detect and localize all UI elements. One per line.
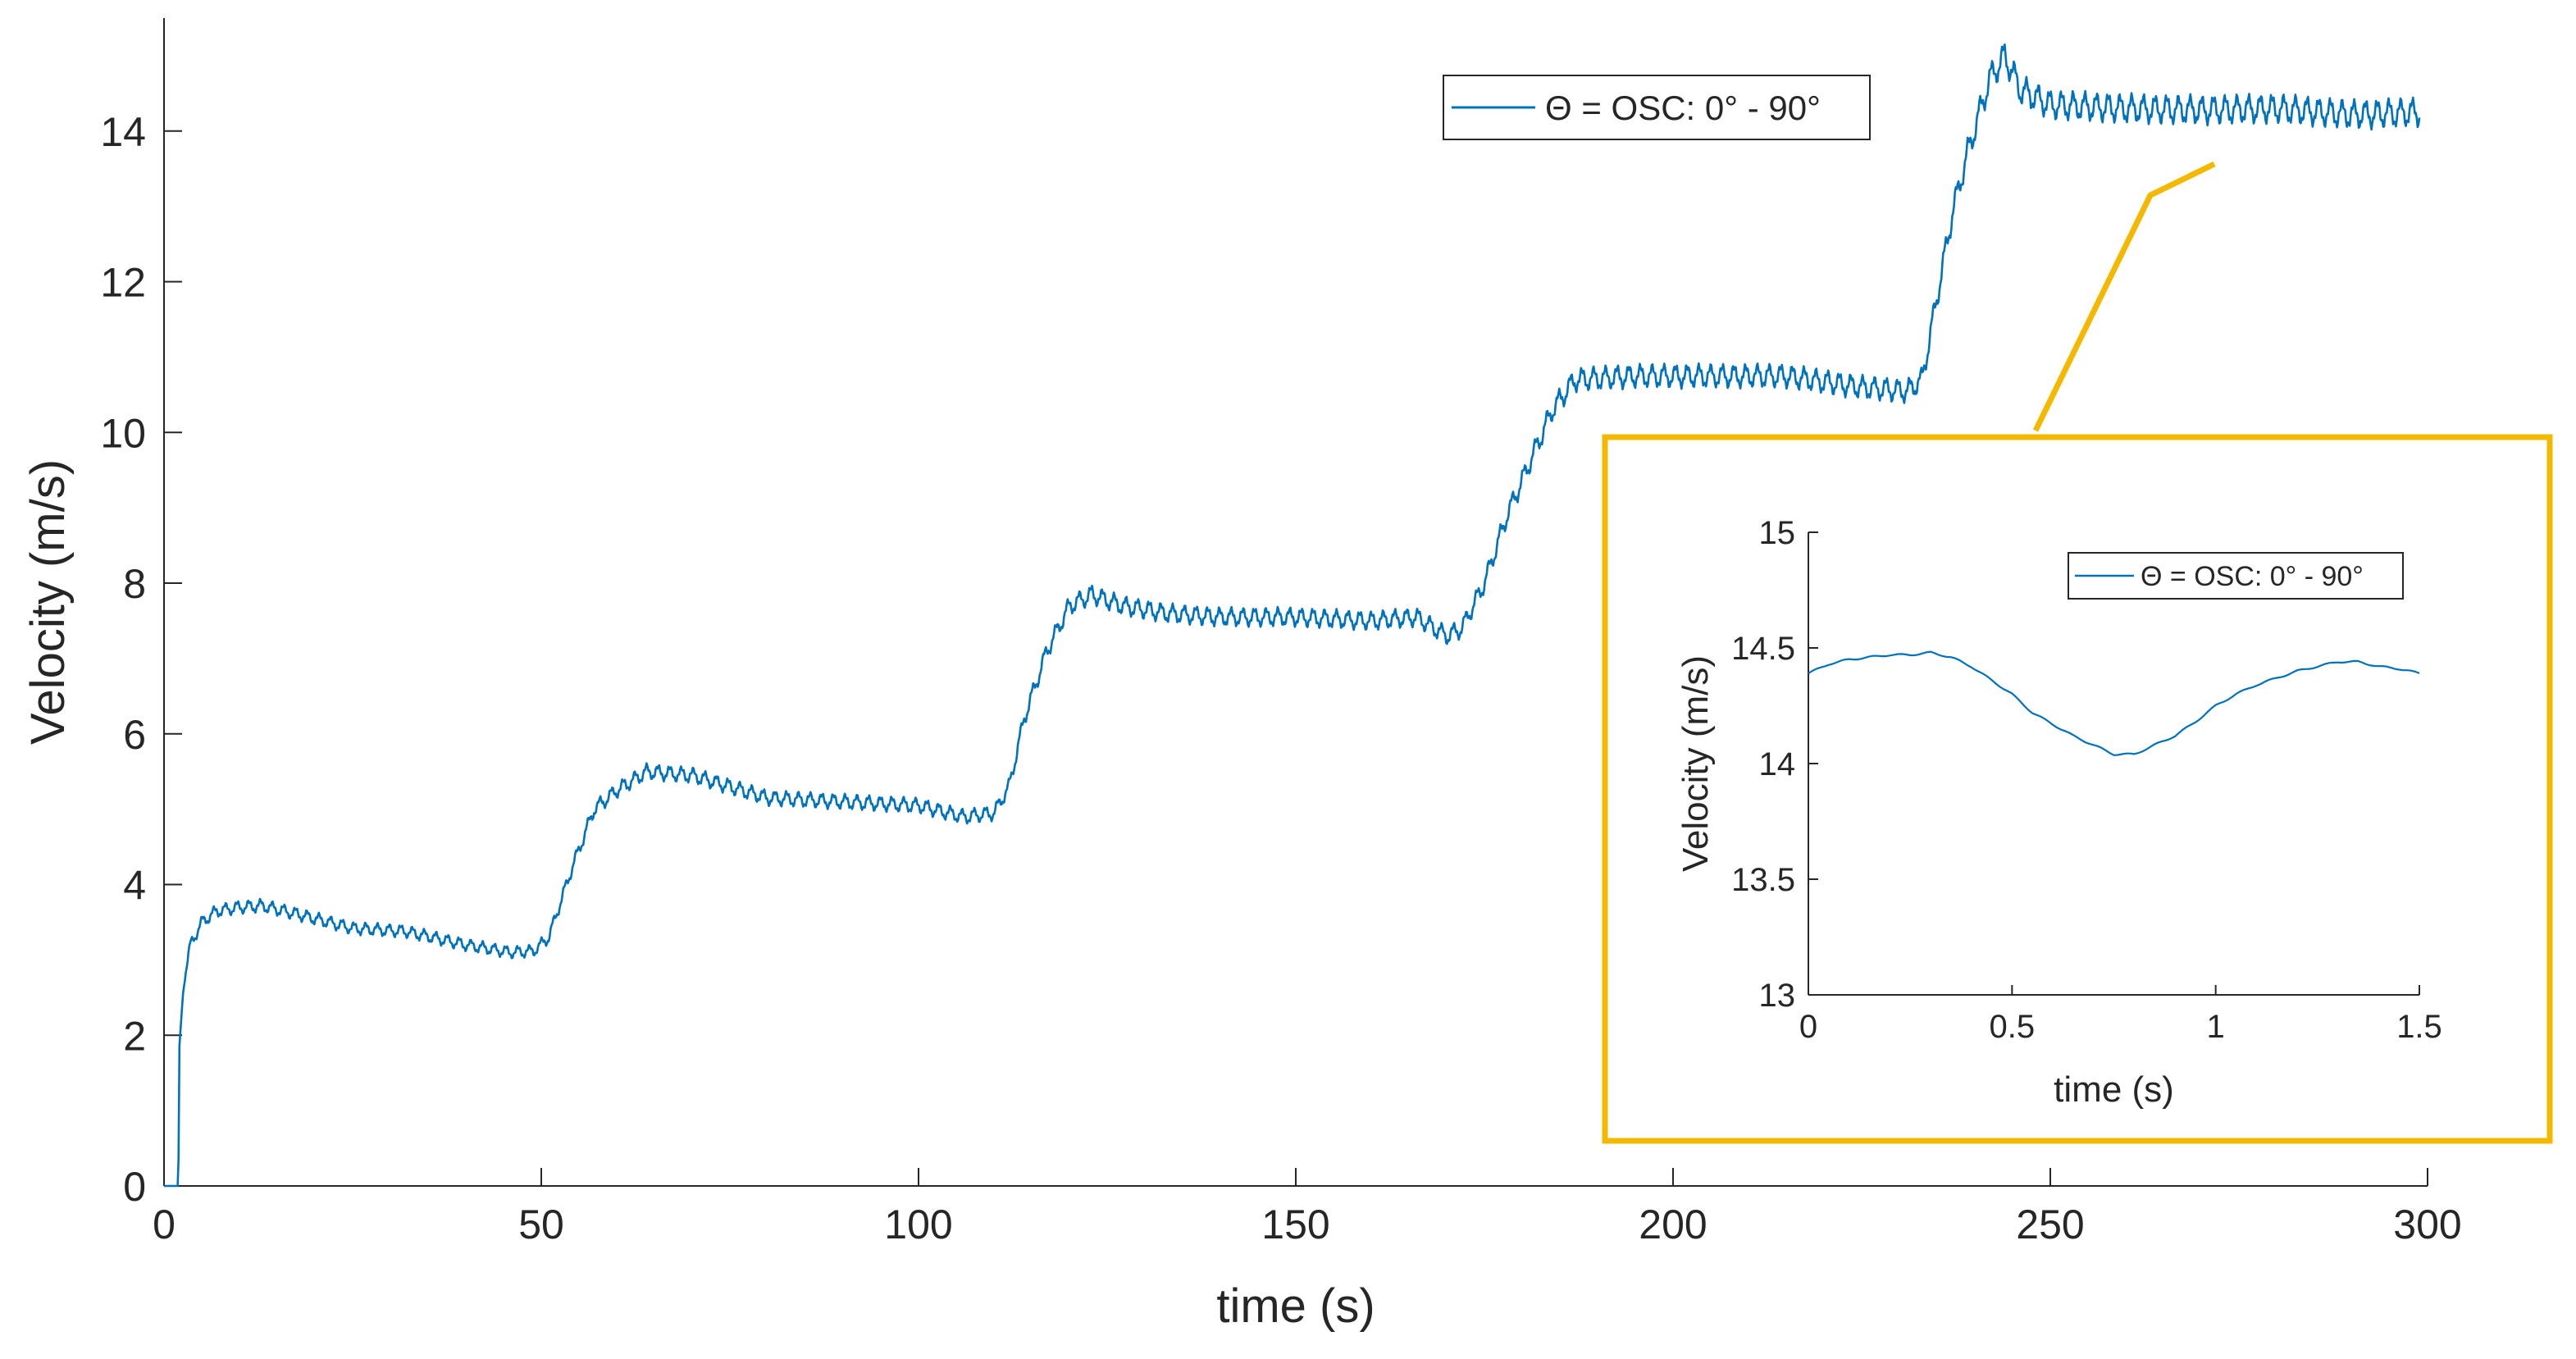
inset-series-line bbox=[1808, 650, 2420, 756]
main-series bbox=[163, 43, 2421, 1188]
inset-ticks: 0 0.5 1 1.5 13 13.5 14 14.5 15 bbox=[1731, 515, 2442, 1045]
inset-plot: 0 0.5 1 1.5 13 13.5 14 14.5 15 time (s) Velocity… bbox=[1602, 434, 2553, 1144]
y-tick-label: 12 bbox=[100, 260, 146, 306]
legend: Θ = OSC: 0° - 90° bbox=[1443, 75, 1871, 140]
x-tick-label: 100 bbox=[884, 1202, 952, 1247]
inset-legend-label: Θ = OSC: 0° - 90° bbox=[2141, 561, 2364, 592]
inset-x-tick-label: 0 bbox=[1799, 1009, 1817, 1045]
inset-y-tick-label: 13 bbox=[1759, 978, 1796, 1014]
inset-x-tick-label: 1 bbox=[2207, 1009, 2225, 1045]
zoom-callout-line bbox=[2032, 161, 2216, 432]
series-line bbox=[163, 43, 2421, 1188]
x-tick-label: 150 bbox=[1261, 1202, 1329, 1247]
y-axis-title: Velocity (m/s) bbox=[21, 459, 75, 745]
inset-x-tick-label: 1.5 bbox=[2396, 1009, 2442, 1045]
y-tick-label: 10 bbox=[100, 410, 146, 456]
inset-y-tick-label: 14 bbox=[1759, 746, 1796, 782]
inset-series bbox=[1808, 650, 2420, 756]
inset-x-axis-title: time (s) bbox=[2054, 1069, 2174, 1110]
y-tick-label: 6 bbox=[123, 712, 146, 758]
y-tick-label: 0 bbox=[123, 1164, 146, 1210]
x-axis-title: time (s) bbox=[1216, 1279, 1375, 1333]
y-tick-label: 4 bbox=[123, 863, 146, 909]
y-tick-label: 14 bbox=[100, 109, 146, 155]
x-tick-label: 250 bbox=[2016, 1202, 2084, 1247]
inset-y-tick-label: 14.5 bbox=[1731, 631, 1795, 667]
inset-legend: Θ = OSC: 0° - 90° bbox=[2068, 552, 2404, 600]
inset-y-tick-label: 15 bbox=[1759, 515, 1796, 551]
inset-y-axis-title: Velocity (m/s) bbox=[1676, 655, 1716, 872]
x-tick-label: 300 bbox=[2393, 1202, 2461, 1247]
x-tick-label: 0 bbox=[153, 1202, 176, 1247]
inset-x-tick-label: 0.5 bbox=[1990, 1009, 2036, 1045]
x-tick-label: 50 bbox=[518, 1202, 564, 1247]
y-tick-label: 8 bbox=[123, 561, 146, 607]
x-tick-label: 200 bbox=[1639, 1202, 1707, 1247]
y-tick-label: 2 bbox=[123, 1013, 146, 1059]
legend-label: Θ = OSC: 0° - 90° bbox=[1545, 89, 1821, 127]
inset-y-tick-label: 13.5 bbox=[1731, 862, 1795, 898]
